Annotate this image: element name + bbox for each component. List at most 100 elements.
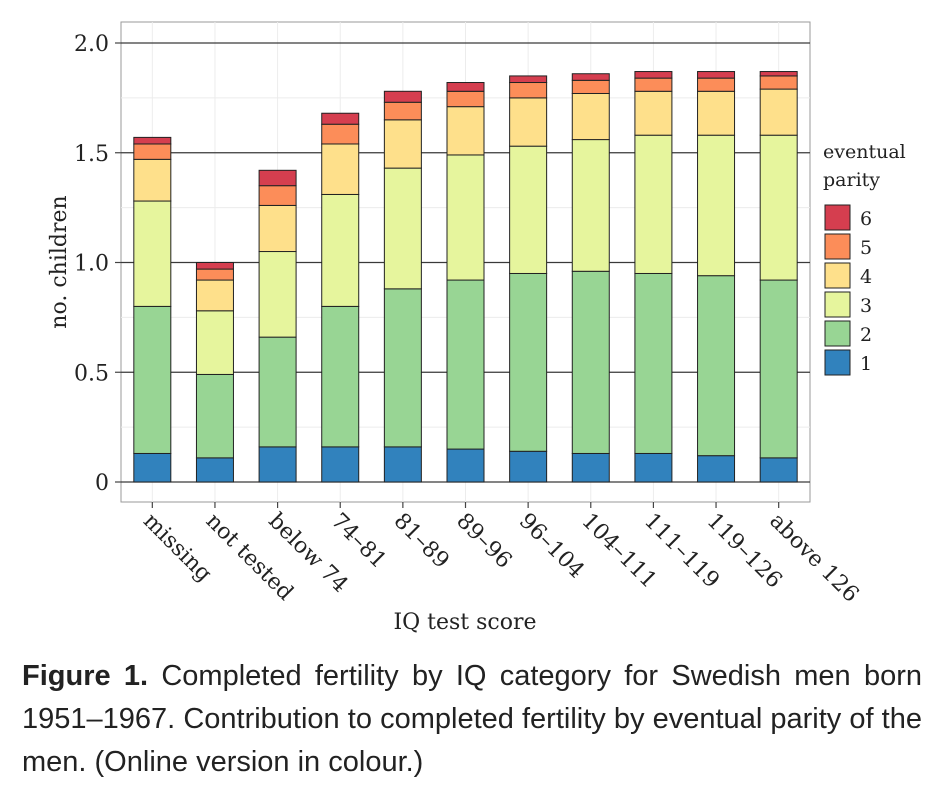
bar-segment-parity-6	[697, 71, 736, 79]
y-tick-label: 1.0	[74, 252, 109, 277]
y-axis: 0 0.5 1.0 1.5 2.0	[74, 32, 121, 496]
bar-segment-parity-4	[759, 88, 798, 136]
bar-segment-parity-5	[759, 75, 798, 90]
bar-segment-parity-5	[195, 268, 234, 281]
x-tick-label: 89–96	[451, 509, 516, 574]
bar-segment-parity-1	[759, 457, 798, 483]
bar-segment-parity-4	[195, 279, 234, 312]
bar-segment-parity-5	[697, 77, 736, 92]
legend-label-4: 4	[860, 266, 872, 288]
x-tick-label: missing	[138, 509, 216, 587]
bar-segment-parity-5	[571, 79, 610, 94]
bar-segment-parity-6	[321, 112, 360, 125]
bars-group	[133, 71, 798, 483]
bar-segment-parity-1	[321, 446, 360, 483]
bar-segment-parity-4	[258, 204, 297, 253]
bar-segment-parity-6	[759, 71, 798, 77]
caption-label: Figure 1.	[22, 660, 149, 692]
legend-title-line1: eventual	[823, 141, 906, 163]
bar-segment-parity-5	[446, 90, 485, 108]
bar-segment-parity-4	[697, 90, 736, 136]
x-axis-title: IQ test score	[393, 610, 536, 635]
bar-segment-parity-5	[509, 82, 548, 99]
bar-segment-parity-5	[258, 185, 297, 206]
bar-segment-parity-6	[258, 169, 297, 187]
bar-segment-parity-1	[634, 452, 673, 483]
bar-segment-parity-4	[321, 143, 360, 195]
bar-segment-parity-3	[133, 200, 172, 307]
bar-segment-parity-3	[509, 145, 548, 274]
bar-segment-parity-3	[697, 134, 736, 277]
bar-segment-parity-4	[133, 158, 172, 202]
figure-caption: Figure 1. Completed fertility by IQ cate…	[22, 655, 922, 784]
legend-swatch-3	[824, 291, 851, 318]
bar-segment-parity-4	[383, 119, 422, 169]
bar-segment-parity-3	[258, 251, 297, 338]
bar-segment-parity-5	[634, 77, 673, 92]
y-tick-label: 0	[95, 471, 109, 496]
y-tick-label: 2.0	[74, 32, 109, 57]
bar-segment-parity-2	[195, 373, 234, 459]
bar-segment-parity-6	[383, 90, 422, 103]
bar-segment-parity-6	[571, 73, 610, 81]
bar-segment-parity-2	[634, 272, 673, 454]
x-tick-label: above 126	[764, 509, 863, 608]
bar-segment-parity-3	[759, 134, 798, 281]
legend-swatch-6	[824, 204, 851, 231]
bar-segment-parity-2	[133, 305, 172, 454]
legend-swatch-5	[824, 233, 851, 260]
caption-text: Completed fertility by IQ category for S…	[22, 660, 922, 778]
bar-segment-parity-1	[383, 446, 422, 483]
legend-swatch-2	[824, 320, 851, 347]
bar-segment-parity-6	[195, 262, 234, 270]
bar-segment-parity-2	[759, 279, 798, 459]
legend-label-3: 3	[860, 295, 872, 317]
bar-segment-parity-2	[571, 270, 610, 454]
bar-segment-parity-4	[446, 106, 485, 156]
bar-segment-parity-4	[571, 92, 610, 141]
bar-segment-parity-6	[133, 136, 172, 145]
bar-segment-parity-5	[133, 143, 172, 160]
bar-segment-parity-1	[258, 446, 297, 483]
legend-swatch-1	[824, 349, 851, 376]
bar-segment-parity-3	[571, 139, 610, 272]
x-tick-label: 96–104	[514, 509, 589, 584]
legend-label-2: 2	[860, 324, 872, 346]
legend-items: 6 5 4 3 2 1	[824, 204, 872, 376]
legend-swatch-4	[824, 262, 851, 289]
bar-segment-parity-2	[383, 288, 422, 448]
bar-segment-parity-2	[509, 272, 548, 452]
bar-segment-parity-6	[446, 82, 485, 92]
legend-label-6: 6	[860, 208, 872, 230]
y-tick-label: 0.5	[74, 361, 109, 386]
bar-segment-parity-3	[383, 167, 422, 290]
bar-segment-parity-6	[509, 75, 548, 84]
bar-segment-parity-2	[446, 279, 485, 450]
bar-segment-parity-2	[697, 275, 736, 457]
bar-segment-parity-5	[321, 123, 360, 145]
legend-label-1: 1	[860, 353, 872, 375]
bar-segment-parity-1	[509, 450, 548, 483]
bar-segment-parity-4	[509, 97, 548, 147]
legend-label-5: 5	[860, 237, 872, 259]
x-tick-label: 81–89	[389, 509, 454, 574]
bar-segment-parity-1	[697, 455, 736, 483]
bar-segment-parity-3	[634, 134, 673, 274]
y-axis-title: no. children	[47, 195, 72, 328]
bar-segment-parity-3	[446, 154, 485, 281]
bar-segment-parity-2	[258, 336, 297, 448]
bar-segment-parity-4	[634, 90, 673, 136]
bar-segment-parity-1	[446, 448, 485, 483]
bar-segment-parity-1	[133, 452, 172, 483]
legend-title-line2: parity	[823, 169, 880, 191]
legend: eventual parity 6 5 4 3 2 1	[823, 141, 906, 376]
bar-segment-parity-1	[571, 452, 610, 483]
bar-segment-parity-3	[195, 310, 234, 375]
bar-segment-parity-6	[634, 71, 673, 79]
bar-segment-parity-3	[321, 193, 360, 307]
bar-segment-parity-5	[383, 101, 422, 121]
y-tick-label: 1.5	[74, 142, 109, 167]
bar-segment-parity-2	[321, 305, 360, 448]
